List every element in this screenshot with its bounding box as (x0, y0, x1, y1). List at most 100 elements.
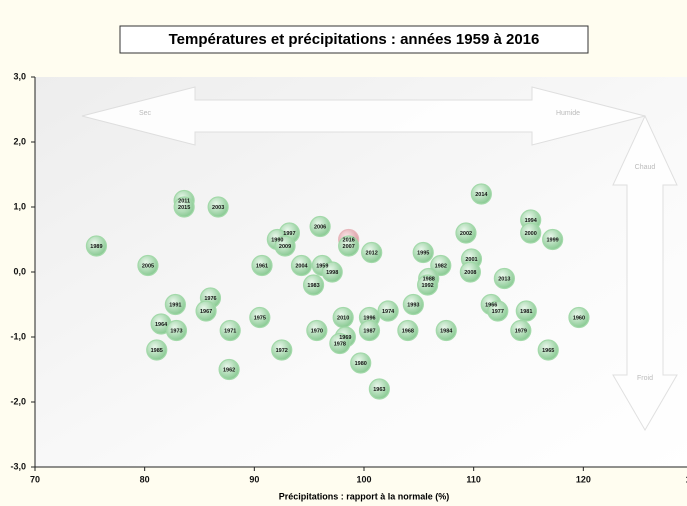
point (165, 319, 188, 342)
point-label: 2004 (295, 263, 308, 269)
point (249, 306, 271, 329)
point-label: 1984 (440, 328, 453, 334)
point-label: 1978 (334, 341, 346, 347)
point (417, 274, 439, 296)
point-label: 1960 (573, 315, 585, 321)
point-label: 2007 (343, 244, 355, 250)
point (302, 274, 325, 296)
x-tick-label: 80 (140, 474, 150, 484)
point-label: 1992 (421, 283, 433, 289)
point (397, 319, 419, 342)
point (309, 215, 331, 238)
point (306, 319, 328, 342)
point-label: 2006 (314, 224, 326, 230)
point-label: 1963 (373, 387, 385, 393)
point (85, 235, 108, 257)
point (329, 332, 351, 355)
point-label: 1991 (169, 302, 181, 308)
point-label: 1971 (224, 328, 236, 334)
point-label: 2015 (178, 205, 190, 211)
y-tick-label: -2,0 (10, 396, 26, 406)
point-label: 1987 (363, 328, 375, 334)
x-tick-label: 120 (576, 474, 591, 484)
point-label: 1998 (326, 270, 338, 276)
point-label: 2005 (142, 263, 154, 269)
title-box (119, 25, 589, 54)
plot-area (35, 77, 687, 467)
point-label: 1966 (485, 302, 497, 308)
point (510, 319, 532, 342)
point (274, 235, 296, 257)
point-label: 1976 (204, 296, 216, 302)
y-tick-label: 0,0 (13, 266, 26, 276)
point (271, 339, 293, 361)
point-label: 1989 (90, 244, 102, 250)
point (219, 319, 241, 342)
point (218, 358, 240, 381)
point (358, 319, 381, 342)
point (350, 352, 372, 374)
point-label: 2013 (498, 276, 510, 282)
point (321, 261, 343, 283)
point (515, 300, 537, 322)
point-label: 2003 (212, 205, 224, 211)
annotation: Humide (556, 110, 580, 117)
point-label: 1983 (307, 283, 319, 289)
point-label: 1975 (254, 315, 266, 321)
point-label: 2011 (178, 198, 190, 204)
point (290, 254, 313, 277)
point-label: 2002 (460, 231, 472, 237)
point-label: 2014 (475, 192, 488, 198)
y-tick-label: -3,0 (10, 461, 26, 471)
point-label: 1967 (200, 309, 212, 315)
point (568, 306, 590, 329)
point-label: 2000 (525, 231, 537, 237)
point-label: 1988 (423, 276, 435, 282)
point (173, 196, 195, 218)
point-label: 1964 (155, 322, 168, 328)
point (338, 235, 360, 257)
point (430, 254, 452, 277)
point-label: 1997 (283, 231, 295, 237)
x-tick-label: 100 (356, 474, 371, 484)
point (164, 293, 186, 316)
point-label: 1980 (355, 361, 367, 367)
point-label: 1970 (311, 328, 323, 334)
x-tick-label: 130 (685, 474, 687, 484)
point-label: 2012 (366, 250, 378, 256)
point-label: 1972 (276, 348, 288, 354)
annotation: Sec (139, 110, 152, 117)
point-label: 1973 (170, 328, 182, 334)
point-label: 2009 (279, 244, 291, 250)
point (487, 300, 509, 322)
point-label: 1979 (515, 328, 527, 334)
point (377, 300, 399, 322)
y-tick-label: 3,0 (13, 71, 26, 81)
point-label: 1959 (316, 263, 328, 269)
point-label: 1996 (363, 315, 375, 321)
y-tick-label: 2,0 (13, 136, 26, 146)
point-label: 2016 (343, 237, 355, 243)
point-label: 1982 (435, 263, 447, 269)
point (520, 222, 542, 244)
point (493, 267, 515, 290)
point-label: 1994 (525, 218, 538, 224)
point (361, 241, 383, 264)
point (195, 300, 217, 322)
x-tick-label: 110 (466, 474, 481, 484)
point (402, 293, 424, 316)
x-tick-label: 90 (249, 474, 259, 484)
point (207, 196, 229, 218)
point (470, 183, 492, 205)
point (435, 319, 457, 342)
x-tick-label: 70 (30, 474, 40, 484)
point (542, 228, 564, 251)
point (459, 261, 481, 283)
point-label: 1985 (151, 348, 163, 354)
point-label: 2001 (465, 257, 477, 263)
point-label: 1993 (407, 302, 419, 308)
point (412, 241, 434, 264)
chart-title: Températures et précipitations : années … (169, 31, 540, 48)
point (537, 339, 559, 361)
